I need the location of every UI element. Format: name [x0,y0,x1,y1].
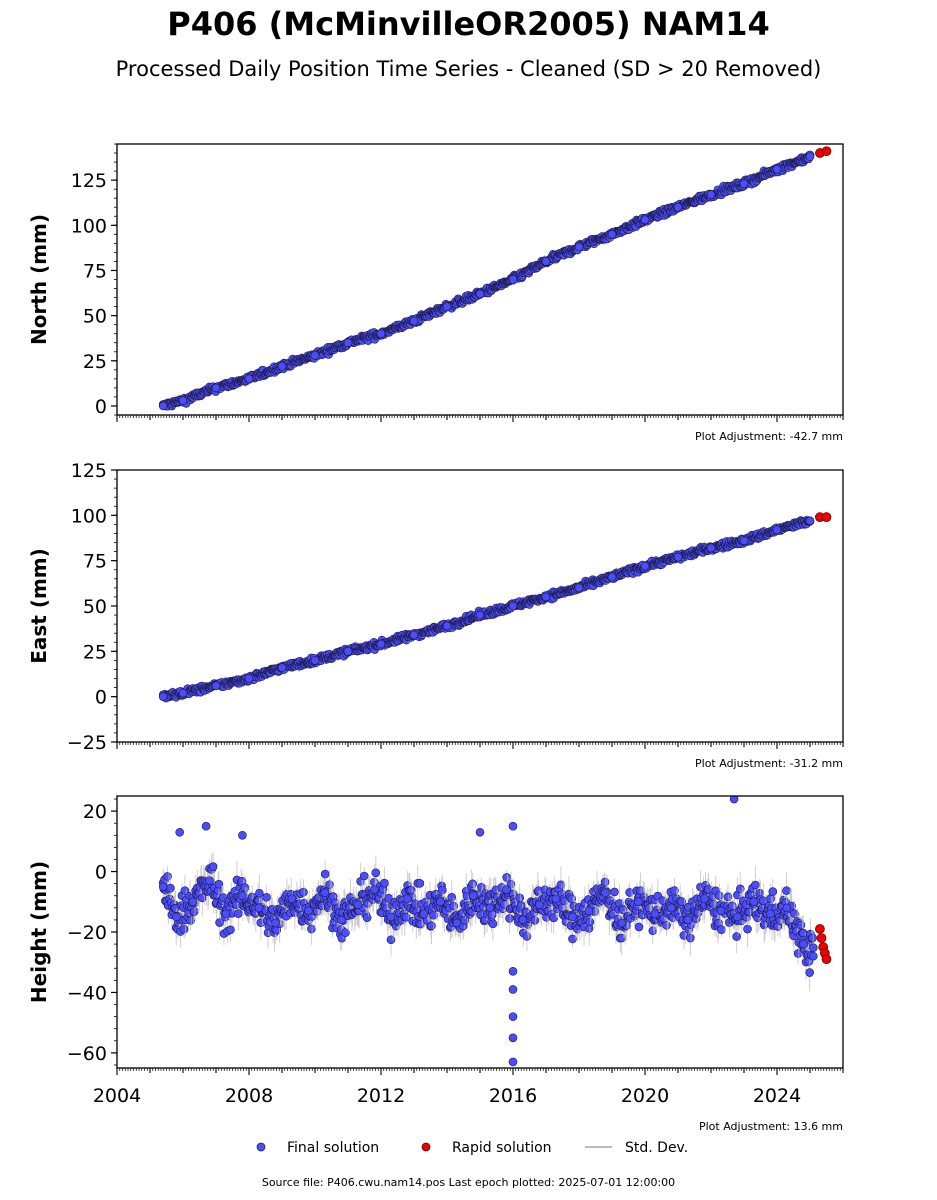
final-point [376,639,386,649]
final-point [574,242,584,252]
final-point [277,663,287,672]
y-tick-label: 25 [83,641,107,663]
plot-adjustment-label: Plot Adjustment: -31.2 mm [695,757,843,770]
final-point [739,179,749,189]
final-point [442,621,452,631]
final-point [343,647,353,656]
final-point [640,561,650,571]
rapid-point [821,512,832,522]
final-point [475,289,485,299]
rapid-point [821,146,832,157]
final-point [376,329,386,339]
axes-frame-east [116,469,844,743]
y-tick-label: 50 [83,596,107,618]
final-point [607,572,617,582]
final-point [607,230,617,239]
y-tick-label: 100 [71,505,107,527]
chart-title: P406 (McMinvilleOR2005) NAM14 [167,5,770,43]
y-axis-label: North (mm) [27,214,51,345]
final-point [179,924,189,934]
y-tick-label: 75 [83,551,107,573]
chart-subtitle: Processed Daily Position Time Series - C… [115,57,822,81]
y-tick-label: 125 [71,170,107,192]
final-point [739,536,749,546]
final-point [310,656,320,665]
final-point [359,871,369,881]
final-point [640,215,650,225]
final-point [673,552,683,562]
final-point [189,907,199,916]
final-point [805,516,815,526]
final-point [341,928,350,938]
final-point [320,869,330,879]
final-point [442,302,452,311]
y-tick-label: 25 [83,351,107,373]
final-point [574,583,584,593]
final-point [208,862,218,871]
y-tick-label: 100 [71,215,107,237]
y-tick-label: 0 [95,687,107,709]
final-point [178,396,188,405]
y-tick-label: −25 [67,732,107,754]
y-tick-label: 125 [71,460,107,482]
panel-east: −25 0 25 50 75 100 125 East (mm) Plot Adjustment… [27,460,844,770]
final-point [310,351,320,360]
final-point [211,383,221,393]
panel-north: 0 25 50 75 100 125 North (mm) Plot Adjustment: … [27,143,844,443]
final-point [343,338,353,348]
final-point [541,592,551,602]
final-point [226,925,235,935]
final-point [240,883,250,892]
plot-area-north [158,146,832,411]
final-point [244,674,254,683]
final-point [805,152,815,161]
final-point [541,257,551,266]
final-point [299,887,308,897]
final-point [371,868,381,878]
y-axis-label: East (mm) [27,548,51,664]
final-point [166,883,175,893]
final-point [508,275,518,284]
final-point [673,202,683,212]
final-point [772,525,782,535]
final-point [508,601,518,611]
final-point [244,374,254,384]
final-point [163,872,172,881]
final-point [409,316,419,326]
final-point [772,164,782,174]
plot-area-height [158,796,832,1067]
final-point [158,692,168,701]
final-point [211,681,221,691]
final-point [415,879,425,888]
y-tick-label: 0 [95,396,107,418]
y-tick-label: 75 [83,260,107,282]
plot-area-east [158,512,832,703]
final-point [180,886,190,895]
final-point [380,878,389,888]
final-point [262,892,271,902]
final-point [706,190,716,199]
final-point [214,879,224,889]
final-point [158,401,168,411]
final-point [178,688,188,698]
final-point [362,913,372,922]
final-point [325,880,334,889]
plot-adjustment-label: Plot Adjustment: -42.7 mm [695,430,843,443]
final-point [234,909,243,918]
final-point [475,610,485,620]
final-point [277,361,287,371]
final-point [409,630,419,640]
final-point [706,543,716,553]
y-tick-label: 50 [83,306,107,328]
final-point [255,888,264,898]
final-point [307,924,316,934]
